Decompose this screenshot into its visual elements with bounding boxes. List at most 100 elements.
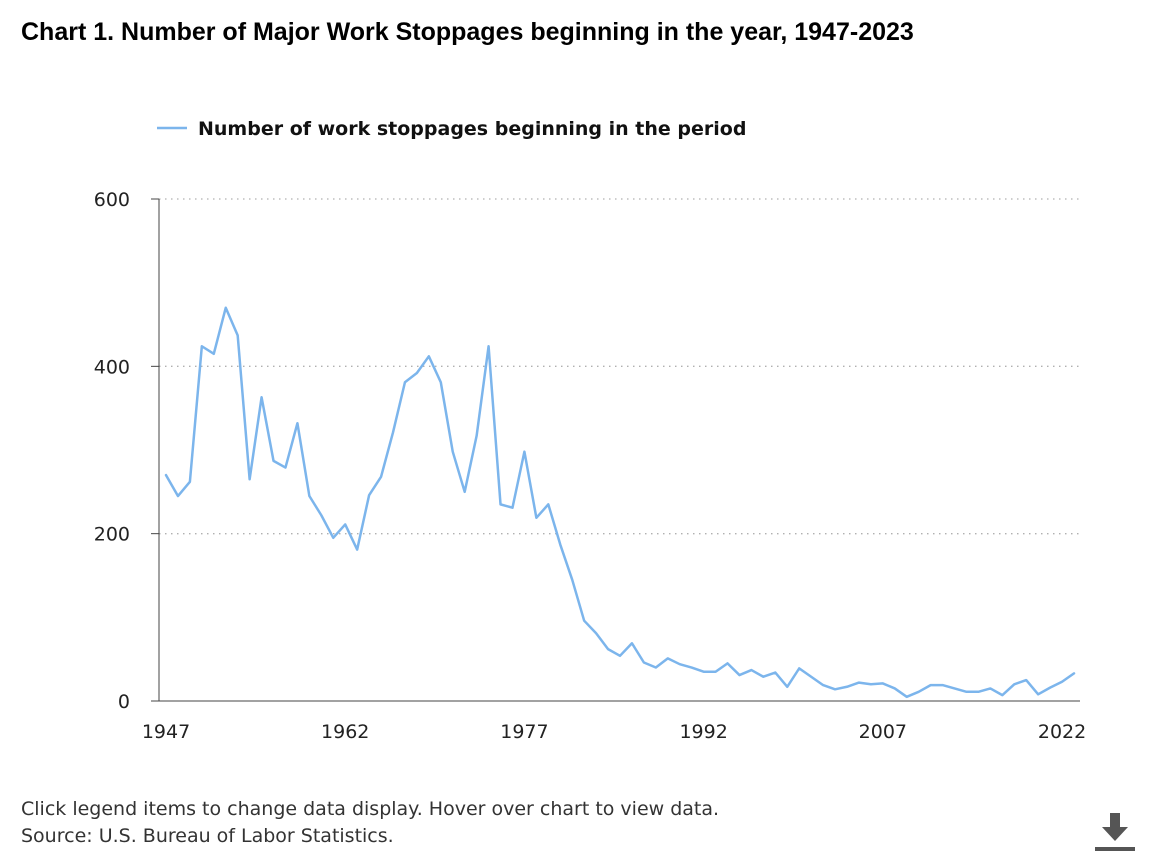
y-axis-ticks: 0 200 400 600 <box>94 189 159 713</box>
y-tick-label-400: 400 <box>94 356 130 378</box>
data-point-2015[interactable] <box>973 687 983 697</box>
data-point-1982[interactable] <box>579 616 589 626</box>
data-point-1988[interactable] <box>651 663 661 673</box>
data-point-1949[interactable] <box>185 477 195 487</box>
data-point-1978[interactable] <box>531 513 541 523</box>
download-icon <box>1095 813 1135 851</box>
data-point-1958[interactable] <box>292 418 302 428</box>
data-point-1966[interactable] <box>388 427 398 437</box>
data-point-1957[interactable] <box>280 463 290 473</box>
y-tick-label-200: 200 <box>94 524 130 546</box>
data-point-2021[interactable] <box>1045 683 1055 693</box>
data-point-2014[interactable] <box>961 687 971 697</box>
data-point-1993[interactable] <box>711 667 721 677</box>
data-point-1954[interactable] <box>245 474 255 484</box>
data-point-2013[interactable] <box>950 683 960 693</box>
footer-source: Source: U.S. Bureau of Labor Statistics. <box>21 825 394 847</box>
data-point-2003[interactable] <box>830 684 840 694</box>
data-point-1955[interactable] <box>257 392 267 402</box>
data-point-2004[interactable] <box>842 682 852 692</box>
data-point-2018[interactable] <box>1009 679 1019 689</box>
data-point-1998[interactable] <box>770 668 780 678</box>
data-point-1981[interactable] <box>567 575 577 585</box>
x-tick-label-2022: 2022 <box>1038 721 1086 743</box>
data-point-2009[interactable] <box>902 692 912 702</box>
data-point-2017[interactable] <box>997 690 1007 700</box>
data-point-1995[interactable] <box>734 670 744 680</box>
data-point-1968[interactable] <box>412 368 422 378</box>
x-tick-label-2007: 2007 <box>859 721 907 743</box>
data-point-1990[interactable] <box>675 659 685 669</box>
legend[interactable]: Number of work stoppages beginning in th… <box>157 118 746 140</box>
data-point-1997[interactable] <box>758 672 768 682</box>
data-point-1975[interactable] <box>496 499 506 509</box>
data-point-1986[interactable] <box>627 638 637 648</box>
data-point-2016[interactable] <box>985 683 995 693</box>
data-point-1960[interactable] <box>316 510 326 520</box>
data-point-1956[interactable] <box>269 456 279 466</box>
data-point-1972[interactable] <box>460 487 470 497</box>
data-point-1961[interactable] <box>328 533 338 543</box>
data-point-2019[interactable] <box>1021 675 1031 685</box>
footer-instructions: Click legend items to change data displa… <box>21 798 720 820</box>
data-point-1974[interactable] <box>484 341 494 351</box>
data-point-1989[interactable] <box>663 653 673 663</box>
data-point-1977[interactable] <box>519 447 529 457</box>
data-point-2010[interactable] <box>914 687 924 697</box>
data-point-1985[interactable] <box>615 651 625 661</box>
chart-footer: Click legend items to change data displa… <box>21 796 719 850</box>
x-tick-label-1992: 1992 <box>679 721 727 743</box>
data-point-2022[interactable] <box>1057 677 1067 687</box>
data-point-1962[interactable] <box>340 519 350 529</box>
data-point-1965[interactable] <box>376 472 386 482</box>
data-point-1987[interactable] <box>639 658 649 668</box>
data-point-1953[interactable] <box>233 330 243 340</box>
data-point-1963[interactable] <box>352 545 362 555</box>
data-point-1973[interactable] <box>472 431 482 441</box>
data-point-2020[interactable] <box>1033 689 1043 699</box>
data-point-1976[interactable] <box>507 503 517 513</box>
data-point-2012[interactable] <box>938 680 948 690</box>
data-point-2000[interactable] <box>794 663 804 673</box>
data-point-1948[interactable] <box>173 491 183 501</box>
data-point-1967[interactable] <box>400 377 410 387</box>
series-line-0[interactable] <box>164 306 1076 699</box>
data-point-1983[interactable] <box>591 628 601 638</box>
data-point-1979[interactable] <box>543 499 553 509</box>
y-tick-label-0: 0 <box>118 691 130 713</box>
data-point-1952[interactable] <box>221 303 231 313</box>
data-point-1964[interactable] <box>364 490 374 500</box>
data-point-1951[interactable] <box>209 349 219 359</box>
data-point-2006[interactable] <box>866 679 876 689</box>
data-point-2011[interactable] <box>926 680 936 690</box>
data-point-2001[interactable] <box>806 672 816 682</box>
data-point-1950[interactable] <box>197 341 207 351</box>
chart-title: Chart 1. Number of Major Work Stoppages … <box>21 18 914 46</box>
data-point-1969[interactable] <box>424 351 434 361</box>
data-point-1970[interactable] <box>436 377 446 387</box>
data-point-1980[interactable] <box>555 540 565 550</box>
data-point-1984[interactable] <box>603 644 613 654</box>
download-button[interactable] <box>1093 810 1137 854</box>
x-axis-ticks: 1947 1962 1977 1992 2007 2022 <box>142 721 1086 743</box>
legend-item-label[interactable]: Number of work stoppages beginning in th… <box>198 118 746 140</box>
data-point-2023[interactable] <box>1069 668 1079 678</box>
data-point-2008[interactable] <box>890 683 900 693</box>
data-point-1991[interactable] <box>687 663 697 673</box>
data-point-1971[interactable] <box>448 447 458 457</box>
data-point-1959[interactable] <box>304 491 314 501</box>
data-point-2005[interactable] <box>854 678 864 688</box>
data-point-2002[interactable] <box>818 680 828 690</box>
data-point-1992[interactable] <box>699 667 709 677</box>
x-tick-label-1962: 1962 <box>321 721 369 743</box>
axes <box>158 199 1080 702</box>
data-point-1996[interactable] <box>746 665 756 675</box>
data-point-2007[interactable] <box>878 678 888 688</box>
grid-lines <box>159 198 1080 535</box>
data-point-1994[interactable] <box>723 658 733 668</box>
series-group[interactable] <box>161 303 1079 702</box>
x-tick-label-1977: 1977 <box>500 721 548 743</box>
data-point-1947[interactable] <box>161 470 171 480</box>
data-point-1999[interactable] <box>782 682 792 692</box>
